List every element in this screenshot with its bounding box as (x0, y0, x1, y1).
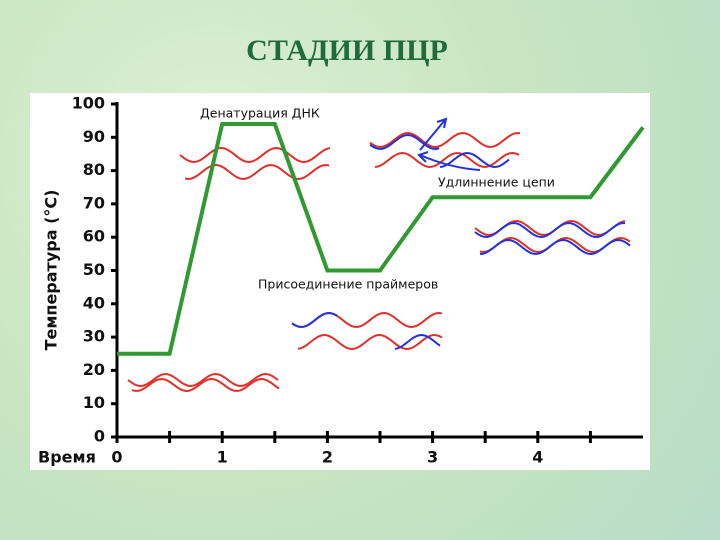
dna-strand (394, 334, 441, 350)
dna-strand (369, 131, 521, 149)
dna-strand (479, 238, 631, 256)
arrow (419, 117, 448, 151)
dna-strand (127, 373, 279, 387)
y-tick-label: 100 (72, 94, 105, 113)
dna-strand (291, 312, 338, 329)
dna-strand (374, 151, 520, 168)
y-tick-label: 30 (83, 327, 105, 346)
x-axis-label: Время (38, 448, 96, 467)
slide-title: СТАДИИ ПЦР (246, 34, 448, 67)
y-tick-label: 20 (83, 360, 105, 379)
arrow (417, 151, 481, 171)
annotation: Денатурация ДНК (200, 106, 320, 121)
y-tick-label: 60 (83, 227, 105, 246)
annotation: Присоединение праймеров (258, 277, 438, 292)
dna-strand (131, 378, 280, 392)
dna-strand (297, 333, 443, 351)
dna-illustrations (127, 117, 631, 392)
y-axis-label: Температура (°C) (42, 190, 61, 351)
annotation: Удлиннение цепи (438, 175, 555, 190)
y-tick-label: 10 (83, 393, 105, 412)
temperature-line (117, 121, 645, 356)
dna-strand (184, 163, 330, 181)
x-tick-label: 2 (322, 448, 333, 467)
x-tick-label: 0 (111, 448, 122, 467)
dna-strand (474, 221, 626, 239)
x-tick-label: 4 (532, 448, 543, 467)
dna-strand (369, 134, 440, 150)
dna-strand (439, 151, 510, 168)
y-tick-label: 70 (83, 193, 105, 212)
y-tick-label: 0 (94, 427, 105, 446)
dna-strand (179, 146, 331, 164)
chart-background (30, 93, 650, 470)
y-tick-label: 50 (83, 260, 105, 279)
x-tick-label: 1 (217, 448, 228, 467)
y-tick-label: 80 (83, 160, 105, 179)
x-tick-label: 3 (427, 448, 438, 467)
y-tick-label: 40 (83, 293, 105, 312)
y-tick-label: 90 (83, 127, 105, 146)
